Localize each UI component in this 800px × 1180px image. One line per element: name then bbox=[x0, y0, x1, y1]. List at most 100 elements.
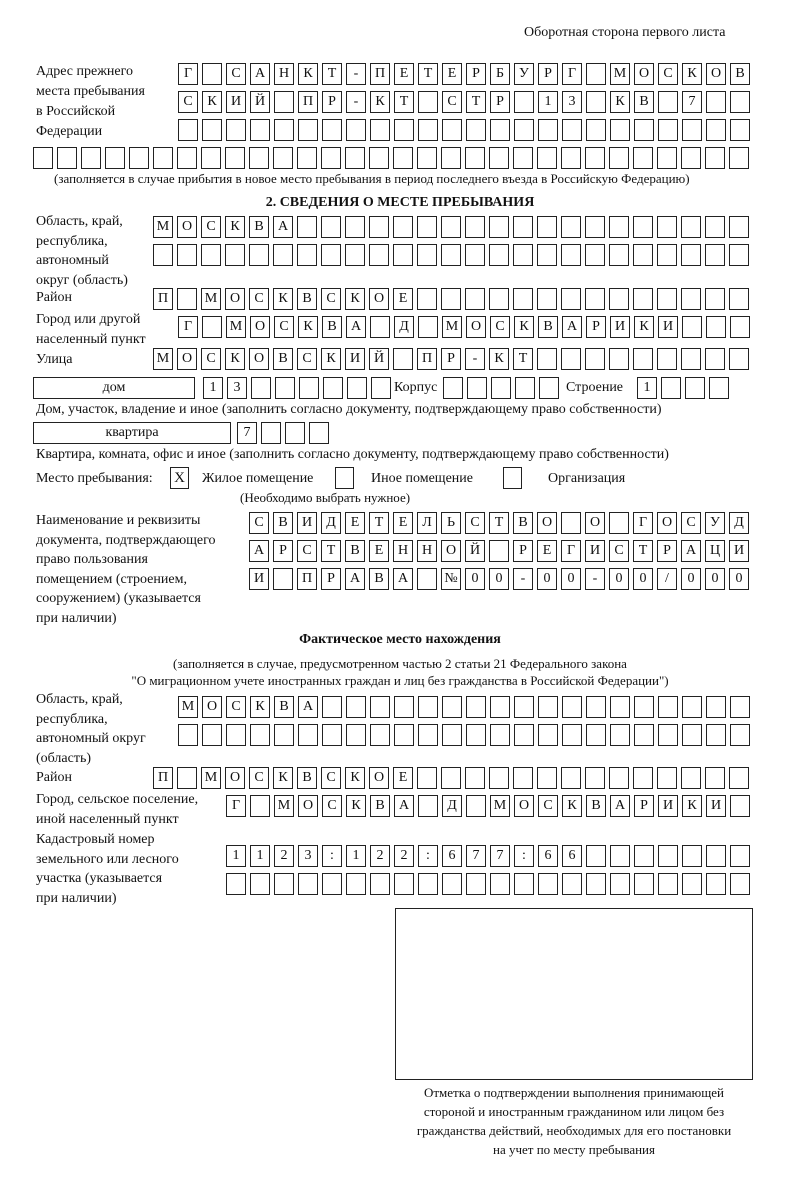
char-cell[interactable]: С bbox=[226, 696, 246, 718]
char-cell[interactable]: Т bbox=[466, 91, 486, 113]
char-cell[interactable]: 1 bbox=[346, 845, 366, 867]
char-cell[interactable] bbox=[610, 724, 630, 746]
char-cell[interactable] bbox=[681, 216, 701, 238]
char-cell[interactable] bbox=[466, 119, 486, 141]
char-cell[interactable] bbox=[321, 147, 341, 169]
char-cell[interactable] bbox=[586, 63, 606, 85]
char-cell[interactable] bbox=[705, 147, 725, 169]
char-cell[interactable] bbox=[586, 724, 606, 746]
char-cell[interactable] bbox=[585, 767, 605, 789]
char-cell[interactable] bbox=[250, 795, 270, 817]
char-cell[interactable]: - bbox=[346, 63, 366, 85]
char-cell[interactable]: Г bbox=[178, 63, 198, 85]
char-cell[interactable] bbox=[538, 696, 558, 718]
char-cell[interactable]: 1 bbox=[637, 377, 657, 399]
char-cell[interactable] bbox=[681, 288, 701, 310]
char-cell[interactable] bbox=[538, 873, 558, 895]
char-cell[interactable]: С bbox=[538, 795, 558, 817]
char-cell[interactable] bbox=[418, 795, 438, 817]
char-cell[interactable] bbox=[465, 288, 485, 310]
char-cell[interactable] bbox=[585, 288, 605, 310]
char-cell[interactable] bbox=[177, 288, 197, 310]
char-cell[interactable] bbox=[465, 244, 485, 266]
char-cell[interactable]: И bbox=[658, 795, 678, 817]
char-cell[interactable]: Д bbox=[394, 316, 414, 338]
char-cell[interactable] bbox=[657, 216, 677, 238]
char-cell[interactable]: С bbox=[297, 348, 317, 370]
char-cell[interactable] bbox=[465, 767, 485, 789]
char-cell[interactable]: И bbox=[226, 91, 246, 113]
char-cell[interactable]: М bbox=[153, 216, 173, 238]
char-cell[interactable]: Р bbox=[634, 795, 654, 817]
char-cell[interactable] bbox=[562, 724, 582, 746]
char-cell[interactable] bbox=[467, 377, 487, 399]
char-cell[interactable]: 6 bbox=[538, 845, 558, 867]
char-cell[interactable] bbox=[586, 845, 606, 867]
char-cell[interactable] bbox=[633, 348, 653, 370]
char-cell[interactable] bbox=[634, 724, 654, 746]
char-cell[interactable] bbox=[706, 724, 726, 746]
char-cell[interactable]: М bbox=[490, 795, 510, 817]
char-cell[interactable]: К bbox=[634, 316, 654, 338]
char-cell[interactable] bbox=[418, 119, 438, 141]
char-cell[interactable] bbox=[658, 873, 678, 895]
char-cell[interactable]: К bbox=[682, 795, 702, 817]
char-cell[interactable] bbox=[609, 244, 629, 266]
char-cell[interactable]: - bbox=[513, 568, 533, 590]
char-cell[interactable] bbox=[273, 244, 293, 266]
char-cell[interactable]: 0 bbox=[681, 568, 701, 590]
char-cell[interactable] bbox=[658, 845, 678, 867]
char-cell[interactable] bbox=[249, 147, 269, 169]
char-cell[interactable] bbox=[514, 724, 534, 746]
char-cell[interactable] bbox=[634, 845, 654, 867]
char-cell[interactable]: : bbox=[514, 845, 534, 867]
char-cell[interactable] bbox=[730, 91, 750, 113]
char-cell[interactable] bbox=[322, 873, 342, 895]
char-cell[interactable] bbox=[321, 216, 341, 238]
char-cell[interactable] bbox=[513, 216, 533, 238]
char-cell[interactable] bbox=[705, 244, 725, 266]
char-cell[interactable]: Е bbox=[369, 540, 389, 562]
char-cell[interactable] bbox=[730, 873, 750, 895]
char-cell[interactable]: № bbox=[441, 568, 461, 590]
house-type-field[interactable]: дом bbox=[33, 377, 195, 399]
char-cell[interactable] bbox=[706, 845, 726, 867]
char-cell[interactable] bbox=[729, 348, 749, 370]
char-cell[interactable] bbox=[201, 244, 221, 266]
char-cell[interactable]: В bbox=[322, 316, 342, 338]
char-cell[interactable]: С bbox=[490, 316, 510, 338]
char-cell[interactable]: 3 bbox=[562, 91, 582, 113]
char-cell[interactable] bbox=[297, 147, 317, 169]
char-cell[interactable]: К bbox=[370, 91, 390, 113]
char-cell[interactable] bbox=[706, 696, 726, 718]
char-cell[interactable] bbox=[371, 377, 391, 399]
char-cell[interactable] bbox=[226, 873, 246, 895]
char-cell[interactable]: С bbox=[322, 795, 342, 817]
char-cell[interactable]: Р bbox=[513, 540, 533, 562]
char-cell[interactable]: О bbox=[657, 512, 677, 534]
char-cell[interactable] bbox=[57, 147, 77, 169]
char-cell[interactable]: О bbox=[225, 288, 245, 310]
char-cell[interactable]: С bbox=[658, 63, 678, 85]
apartment-type-field[interactable]: квартира bbox=[33, 422, 231, 444]
char-cell[interactable]: В bbox=[297, 767, 317, 789]
char-cell[interactable]: К bbox=[202, 91, 222, 113]
char-cell[interactable] bbox=[394, 119, 414, 141]
char-cell[interactable]: С bbox=[249, 288, 269, 310]
char-cell[interactable] bbox=[609, 348, 629, 370]
char-cell[interactable] bbox=[322, 119, 342, 141]
char-cell[interactable] bbox=[490, 696, 510, 718]
char-cell[interactable]: В bbox=[586, 795, 606, 817]
char-cell[interactable] bbox=[441, 244, 461, 266]
char-cell[interactable]: А bbox=[298, 696, 318, 718]
char-cell[interactable] bbox=[178, 119, 198, 141]
char-cell[interactable] bbox=[81, 147, 101, 169]
char-cell[interactable]: С bbox=[274, 316, 294, 338]
char-cell[interactable] bbox=[513, 767, 533, 789]
char-cell[interactable] bbox=[466, 724, 486, 746]
char-cell[interactable]: С bbox=[609, 540, 629, 562]
char-cell[interactable]: Г bbox=[562, 63, 582, 85]
char-cell[interactable]: С bbox=[297, 540, 317, 562]
char-cell[interactable] bbox=[322, 724, 342, 746]
char-cell[interactable]: Р bbox=[538, 63, 558, 85]
